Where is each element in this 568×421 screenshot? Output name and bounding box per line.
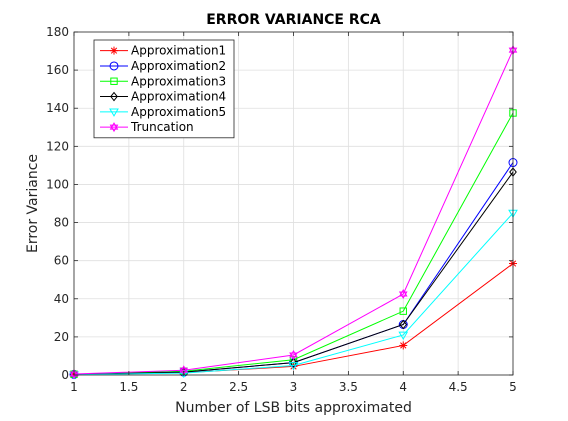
x-tick-label: 1 (70, 380, 78, 394)
marker-stroke (400, 342, 407, 349)
series-line-approximation5 (73, 212, 514, 376)
marker-triangle (109, 124, 119, 133)
x-tick-label: 3.5 (339, 380, 358, 394)
legend-label-approximation4: Approximation4 (131, 90, 226, 104)
marker-triangle (398, 289, 408, 297)
data-point-approximation4 (399, 319, 408, 330)
y-tick-label: 0 (61, 368, 69, 382)
x-axis-label: Number of LSB bits approximated (175, 400, 412, 416)
legend-marker-truncation (109, 122, 119, 133)
data-point-truncation (289, 349, 298, 360)
legend-label-truncation: Truncation (130, 120, 194, 134)
x-tick-label: 2 (180, 380, 188, 394)
x-tick-label: 3 (290, 380, 298, 394)
legend-marker-approximation5 (109, 108, 119, 117)
data-point-approximation4 (289, 357, 298, 368)
x-tick-label: 1.5 (119, 380, 138, 394)
data-point-approximation1 (399, 341, 408, 350)
marker-stroke (110, 47, 118, 54)
y-tick-label: 100 (46, 177, 69, 191)
y-tick-label: 80 (54, 216, 69, 230)
data-point-approximation3 (399, 307, 407, 315)
marker-triangle (69, 369, 79, 377)
legend-label-approximation5: Approximation5 (131, 105, 226, 119)
marker-triangle (179, 367, 189, 376)
y-tick-label: 160 (46, 63, 69, 77)
data-point-approximation5 (398, 331, 409, 340)
series-group (69, 45, 518, 380)
legend-marker-approximation1 (110, 46, 118, 55)
y-tick-label: 120 (46, 139, 69, 153)
marker-triangle (289, 349, 298, 358)
x-tick-label: 2.5 (229, 380, 248, 394)
legend-marker-approximation2 (109, 61, 119, 71)
y-tick-label: 40 (54, 292, 69, 306)
y-tick-label: 180 (46, 25, 69, 39)
marker-triangle (109, 122, 119, 130)
series-line-truncation (73, 49, 514, 375)
y-tick-label: 60 (54, 254, 69, 268)
legend-label-approximation2: Approximation2 (131, 59, 226, 73)
x-tick-label: 5 (509, 380, 517, 394)
marker-triangle (398, 291, 408, 300)
x-tick-label: 4 (399, 380, 407, 394)
legend-marker-approximation3 (110, 77, 118, 85)
data-point-approximation5 (288, 362, 299, 371)
y-axis-label: Error Variance (25, 154, 41, 253)
y-tick-label: 140 (46, 101, 69, 115)
legend-marker-approximation4 (110, 91, 118, 102)
legend-label-approximation3: Approximation3 (131, 74, 226, 88)
legend-label-approximation1: Approximation1 (131, 44, 226, 58)
y-tick-label: 20 (54, 330, 69, 344)
chart-title: ERROR VARIANCE RCA (206, 12, 381, 28)
legend-box (93, 39, 235, 139)
x-tick-label: 4.5 (449, 380, 468, 394)
marker-triangle (289, 352, 298, 360)
data-point-truncation (398, 289, 408, 300)
ticks: 1 1.5 2 2.5 3 3.5 4 4.5 5 0 20 40 60 80 100 120 140 160 18… (46, 25, 517, 394)
legend: Approximation1Approximation2Approximatio… (93, 39, 235, 139)
